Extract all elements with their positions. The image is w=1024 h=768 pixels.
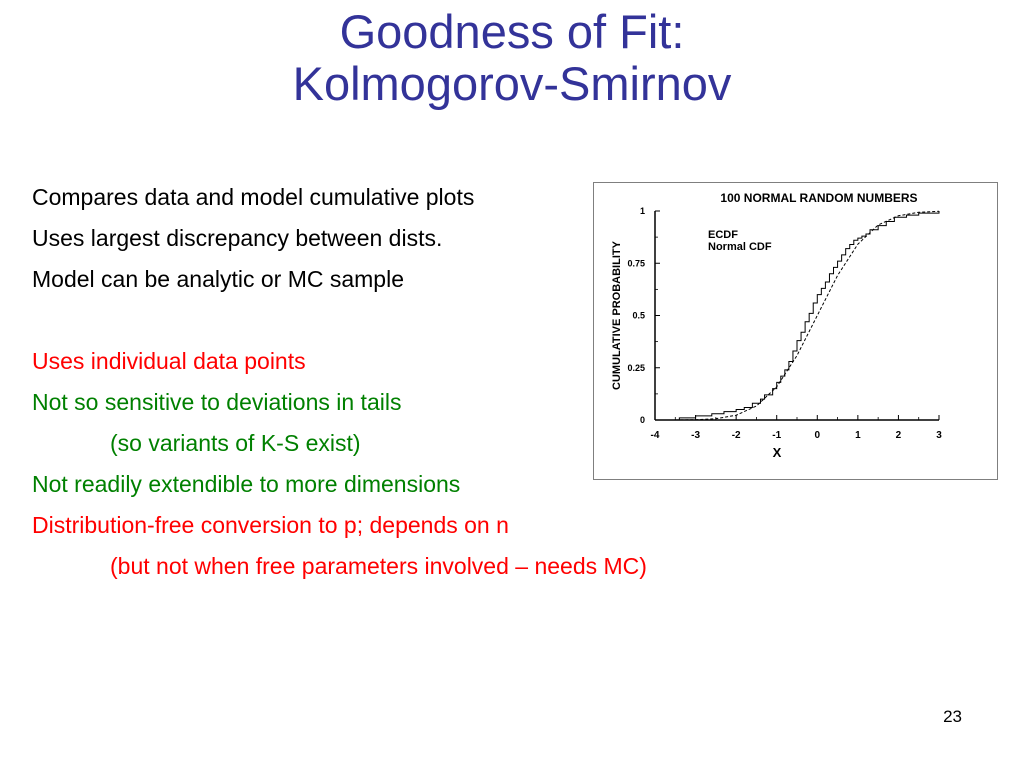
y-tick-label: 0.25 — [627, 363, 645, 373]
chart-title: 100 NORMAL RANDOM NUMBERS — [720, 191, 917, 205]
x-axis-label: X — [773, 445, 782, 460]
ks-chart-figure: 100 NORMAL RANDOM NUMBERS -4 -3 -2 -1 0 1 2 3 0 0.… — [593, 182, 998, 480]
y-tick-label: 0.75 — [627, 258, 645, 268]
bullet-line: Uses individual data points — [32, 348, 306, 374]
bullet-line: (but not when free parameters involved –… — [110, 553, 647, 579]
y-tick-label: 0.5 — [632, 311, 645, 321]
x-tick-label: 0 — [815, 430, 821, 441]
x-tick-label: -2 — [732, 430, 741, 441]
slide-title-line-2: Kolmogorov-Smirnov — [292, 57, 732, 110]
x-tick-label: -4 — [651, 430, 660, 441]
bullet-line: Distribution-free conversion to p; depen… — [32, 512, 509, 538]
slide-title: Goodness of Fit: Kolmogorov-Smirnov — [0, 6, 1024, 110]
bullet-line: Model can be analytic or MC sample — [32, 266, 404, 292]
x-tick-label: 3 — [936, 430, 942, 441]
bullet-line: Not so sensitive to deviations in tails — [32, 389, 402, 415]
legend-ecdf: ECDF — [708, 229, 738, 241]
page-number: 23 — [943, 707, 962, 726]
bullet-line: Not readily extendible to more dimension… — [32, 471, 461, 497]
x-tick-label: -3 — [691, 430, 700, 441]
x-tick-label: 2 — [896, 430, 902, 441]
bullet-line: Compares data and model cumulative plots — [32, 184, 475, 210]
x-tick-label: 1 — [855, 430, 861, 441]
bullet-line: (so variants of K-S exist) — [110, 430, 361, 456]
y-tick-label: 0 — [640, 415, 645, 425]
y-axis-label: CUMULATIVE PROBABILITY — [611, 240, 623, 390]
legend-normal-cdf: Normal CDF — [708, 241, 772, 253]
slide-title-line-1: Goodness of Fit: — [339, 5, 685, 58]
ks-chart: 100 NORMAL RANDOM NUMBERS -4 -3 -2 -1 0 1 2 3 0 0.… — [611, 191, 942, 460]
series-normal-cdf — [675, 210, 940, 421]
y-tick-label: 1 — [640, 206, 645, 216]
x-tick-label: -1 — [772, 430, 781, 441]
bullet-line: Uses largest discrepancy between dists. — [32, 225, 443, 251]
